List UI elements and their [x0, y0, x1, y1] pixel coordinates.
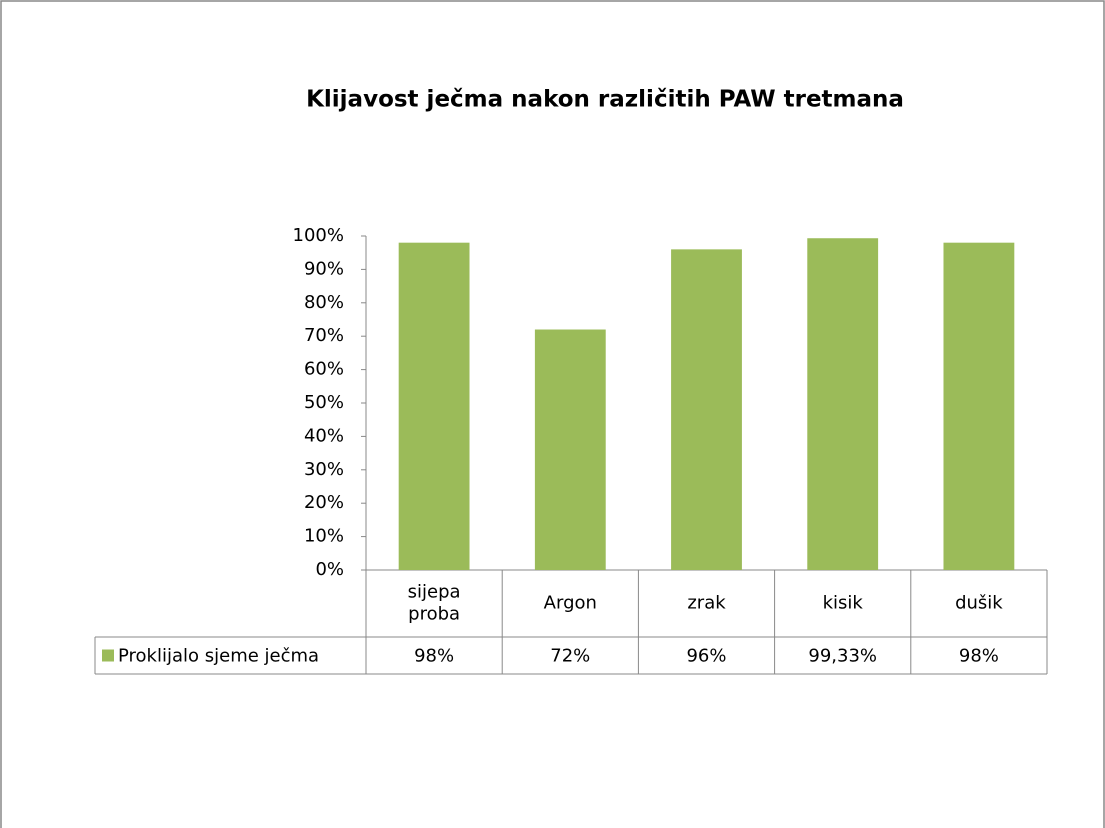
y-tick-label: 0% [315, 559, 344, 580]
y-tick-label: 40% [304, 425, 344, 446]
y-tick-label: 100% [293, 225, 344, 246]
data-table-value: 99,33% [808, 646, 877, 667]
bar [943, 242, 1015, 570]
bar [807, 238, 879, 570]
data-table-value: 98% [959, 646, 999, 667]
legend-label: Proklijalo sjeme ječma [118, 646, 319, 667]
x-tick-label: kisik [823, 593, 864, 614]
y-tick-label: 70% [304, 325, 344, 346]
x-tick-label: sijepa proba [408, 582, 461, 625]
legend-swatch [102, 649, 114, 662]
data-table-value: 98% [414, 646, 454, 667]
y-tick-label: 50% [304, 392, 344, 413]
y-tick-label: 90% [304, 258, 344, 279]
bar [671, 249, 742, 571]
bar [534, 329, 606, 570]
data-table-value: 72% [550, 646, 590, 667]
y-tick-label: 60% [304, 359, 344, 380]
bar [398, 242, 470, 570]
y-tick-label: 30% [304, 459, 344, 480]
data-table-value: 96% [686, 646, 726, 667]
chart-title: Klijavost ječma nakon različitih PAW tre… [306, 87, 904, 113]
x-tick-label: Argon [544, 593, 597, 614]
y-tick-label: 20% [304, 492, 344, 513]
y-tick-label: 80% [304, 292, 344, 313]
y-tick-label: 10% [304, 526, 344, 547]
x-tick-label: dušik [955, 593, 1003, 614]
x-tick-label: zrak [687, 593, 726, 614]
